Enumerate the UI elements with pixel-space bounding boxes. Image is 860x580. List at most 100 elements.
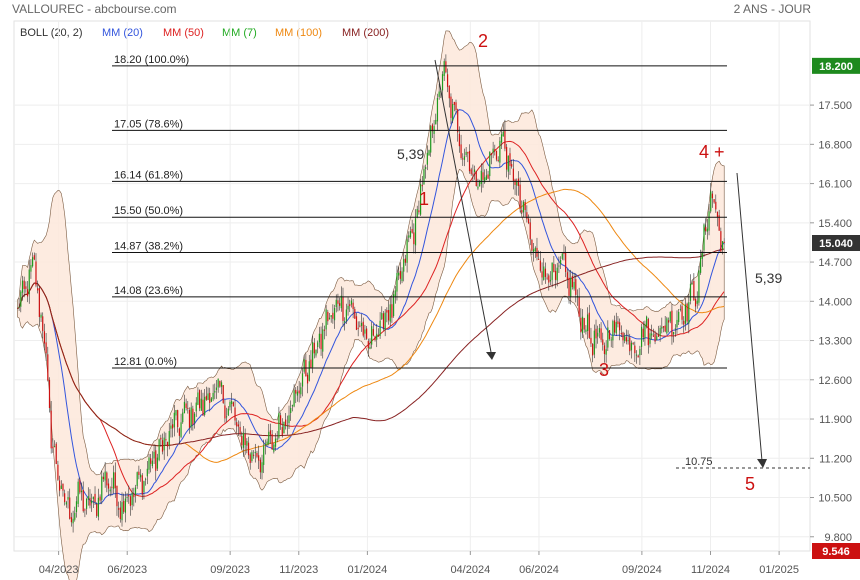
candle-body	[222, 385, 224, 404]
candle-body	[333, 308, 336, 321]
wave-label-5: 5	[745, 474, 755, 494]
candle-body	[151, 460, 153, 467]
x-tick-label: 11/2024	[691, 564, 730, 576]
candle-body	[580, 317, 582, 333]
candle-body	[74, 512, 76, 520]
candle-body	[593, 330, 595, 355]
candle-body	[249, 454, 251, 464]
candle-body	[686, 303, 688, 322]
candle-body	[387, 310, 390, 321]
candle-body	[497, 159, 499, 161]
candle-body	[53, 446, 56, 448]
candle-body	[150, 458, 152, 464]
candle-body	[416, 209, 418, 218]
candle-body	[217, 378, 219, 388]
candle-body	[306, 374, 309, 384]
wave-label-1: 1	[419, 189, 429, 209]
candle-body	[96, 503, 98, 516]
candle-body	[109, 489, 111, 492]
candle-body	[592, 343, 594, 356]
candle-body	[512, 168, 514, 181]
legend-mm200: MM (200)	[342, 27, 389, 39]
candle-body	[475, 171, 477, 186]
candle-body	[583, 318, 585, 330]
candle-body	[166, 441, 169, 447]
candle-body	[705, 226, 707, 232]
candle-body	[477, 186, 479, 189]
candle-body	[521, 210, 523, 213]
x-tick-label: 11/2023	[279, 564, 318, 576]
price-badge	[812, 235, 860, 252]
x-tick-label: 09/2024	[622, 564, 662, 576]
candle-body	[21, 280, 24, 293]
candle-body	[506, 146, 508, 170]
candle-body	[241, 435, 243, 446]
candle-body	[107, 483, 110, 489]
price-badge-label: 15.040	[819, 238, 853, 250]
candle-body	[406, 239, 408, 263]
candle-body	[145, 478, 147, 480]
candle-body	[479, 181, 481, 187]
candle-body	[328, 317, 331, 320]
candle-body	[195, 402, 197, 412]
candle-body	[279, 415, 282, 425]
legend-mm20: MM (20)	[102, 27, 143, 39]
candle-body	[205, 395, 207, 400]
candle-body	[615, 322, 617, 334]
candle-body	[50, 410, 52, 449]
candle-body	[558, 265, 560, 267]
candle-body	[671, 310, 673, 336]
candle-body	[236, 422, 238, 427]
candle-body	[689, 283, 692, 301]
candle-body	[200, 398, 202, 411]
candle-body	[381, 313, 383, 320]
candle-body	[514, 179, 516, 185]
candle-body	[59, 480, 61, 491]
candle-body	[608, 330, 611, 339]
candle-body	[413, 232, 415, 245]
candle-body	[519, 184, 521, 210]
candle-body	[92, 496, 94, 500]
candle-body	[546, 277, 548, 279]
chart-period: 2 ANS - JOUR	[734, 2, 812, 16]
candle-body	[232, 402, 234, 407]
candle-body	[396, 272, 398, 292]
candle-body	[128, 494, 130, 497]
candle-body	[104, 471, 106, 481]
candle-body	[143, 481, 145, 493]
candle-body	[67, 497, 69, 500]
candle-body	[290, 407, 292, 414]
legend-mm50: MM (50)	[163, 27, 204, 39]
candle-body	[612, 321, 614, 341]
candle-body	[372, 328, 374, 336]
candle-body	[318, 333, 320, 343]
candle-body	[177, 410, 179, 428]
price-badge	[812, 57, 860, 74]
candle-body	[548, 275, 550, 283]
candle-body	[134, 487, 137, 495]
candle-body	[684, 304, 687, 324]
candle-body	[99, 496, 101, 501]
target-label: 10.75	[685, 456, 713, 468]
candle-body	[458, 133, 460, 147]
candle-body	[541, 271, 543, 278]
candle-body	[409, 231, 412, 238]
candle-body	[551, 262, 553, 280]
y-tick-label: 12.600	[818, 375, 852, 387]
candle-body	[573, 281, 575, 289]
candle-body	[566, 272, 568, 280]
candle-body	[165, 439, 167, 441]
candle-body	[472, 173, 474, 175]
candle-body	[254, 451, 256, 454]
candle-body	[462, 158, 464, 160]
candle-body	[317, 342, 319, 348]
candle-body	[298, 390, 300, 394]
candle-body	[423, 169, 425, 185]
candle-body	[642, 328, 644, 338]
fib-label: 18.20 (100.0%)	[114, 54, 189, 66]
candle-body	[37, 288, 39, 291]
candle-body	[549, 279, 552, 282]
candle-body	[404, 258, 407, 263]
candle-body	[617, 321, 619, 325]
candle-body	[470, 169, 472, 174]
